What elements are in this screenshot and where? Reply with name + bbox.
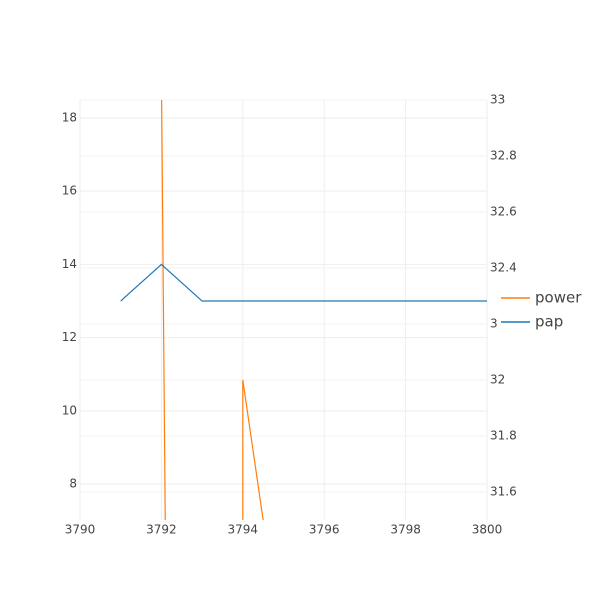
y-tick-label: 8	[69, 477, 77, 491]
grid	[79, 99, 488, 520]
series-line	[161, 100, 264, 520]
series-line	[120, 263, 487, 302]
y2-tick-label: 31.8	[490, 429, 517, 443]
y2-tick-label: 32.4	[490, 261, 517, 275]
y-tick-label: 18	[62, 110, 77, 124]
y-tick-label: 12	[62, 330, 77, 344]
y-tick-label: 14	[62, 257, 77, 271]
x-tick-label: 3800	[472, 523, 503, 537]
y-tick-label: 16	[62, 184, 77, 198]
x-tick-label: 3792	[146, 523, 177, 537]
y2-tick-label: 32	[490, 373, 505, 387]
labels: 3790 3792 3794 3796 3798 3800 8 10 12 14 16 18 31.6 3…	[62, 93, 582, 537]
plot-area	[120, 100, 487, 520]
y2-tick-label: 32.6	[490, 205, 517, 219]
legend-label: power	[535, 289, 582, 307]
x-tick-label: 3794	[228, 523, 259, 537]
x-tick-label: 3790	[65, 523, 96, 537]
y2-tick-label: 3	[490, 317, 498, 331]
y2-tick-label: 32.8	[490, 149, 517, 163]
x-tick-label: 3798	[390, 523, 421, 537]
y2-tick-label: 33	[490, 93, 505, 107]
y2-tick-label: 31.6	[490, 485, 517, 499]
legend-label: pap	[535, 313, 563, 331]
x-tick-label: 3796	[309, 523, 340, 537]
y-tick-label: 10	[62, 403, 77, 417]
